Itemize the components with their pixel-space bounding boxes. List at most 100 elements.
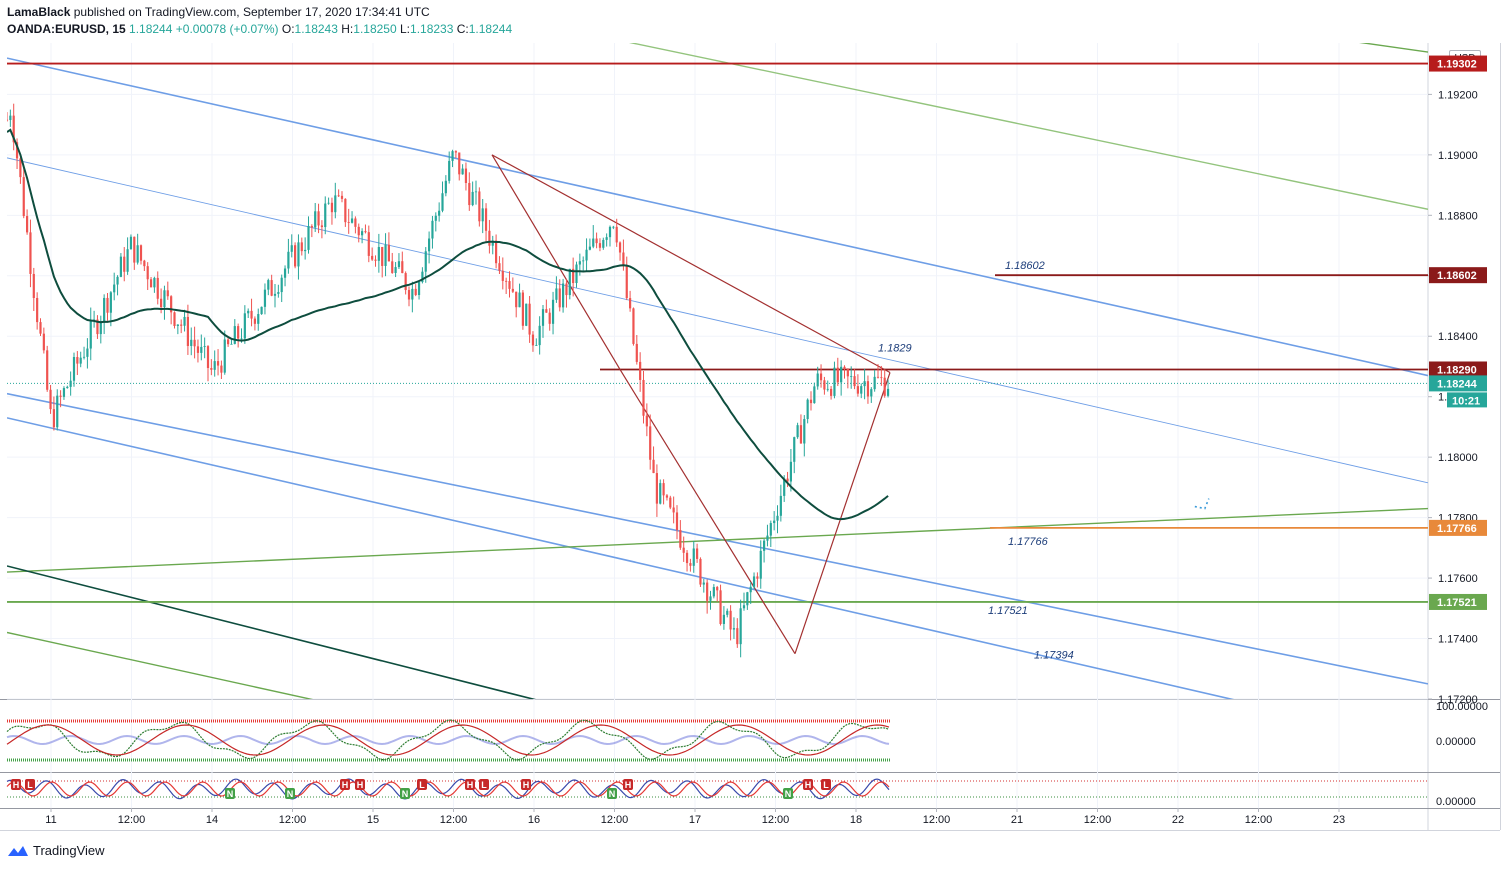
candle-body [350,218,354,223]
price-badge-1.18602 [1429,267,1487,284]
candle-body [216,361,220,366]
candle-body [719,590,722,624]
candle-body [52,409,55,428]
candle-body [565,283,568,296]
x-tick-label: 12:00 [440,814,468,826]
candle-body [153,277,156,288]
price-badge-1.17521 [1429,593,1487,610]
candle-body [15,142,19,159]
candle-body [572,268,575,284]
candle-body [407,290,411,300]
candle-body [501,270,504,281]
candle-body [186,316,189,346]
candle-body [652,459,655,474]
candle-body [538,325,541,346]
candle-body [434,215,437,221]
candle-body [468,182,471,206]
candle-body [548,312,551,324]
candle-body [401,261,404,274]
price-badge-1.19302 [1429,55,1487,72]
osc2-signal-marker: L [25,779,35,790]
candle-body [840,366,843,383]
candle-body [166,290,169,297]
candle-body [89,320,92,349]
candle-body [515,291,518,308]
candle-body [149,279,153,288]
marker-box [521,779,531,790]
candle-body [454,151,457,153]
osc1-main-line [6,724,890,756]
candle-body [649,426,652,460]
candle-body [575,264,578,284]
candle-body [662,483,665,496]
candle-body [277,292,280,294]
price-badge-label: 1.19302 [1437,59,1477,71]
green-trend-line [628,43,1428,210]
osc2-signal-marker: H [11,779,21,790]
candle-body [886,388,890,396]
candle-body [689,563,692,566]
osc2-main-line [6,778,890,800]
pattern-line [491,154,891,374]
green-trend-line [1359,43,1428,53]
candle-body [789,461,792,482]
candle-body [139,245,143,261]
candle-body [786,478,789,482]
price-annotation: 1.18602 [1005,260,1045,272]
y-tick-label: 1.18400 [1438,331,1478,343]
candle-body [438,210,441,216]
candle-body [870,389,873,397]
candle-body [19,158,22,178]
candle-body [632,308,635,344]
pattern-line [619,369,796,654]
y-tick-label: 1.17600 [1438,573,1478,585]
candle-body [863,381,866,387]
price-badge-label: 1.18602 [1437,270,1477,282]
candle-body [521,292,524,326]
osc1-histogram-line [6,734,890,746]
candle-body [56,395,59,428]
marker-box [607,788,617,799]
candle-body [766,535,769,541]
candle-body [421,271,424,283]
candle-body [645,415,648,427]
candle-body [203,346,206,347]
candle-body [709,596,712,601]
candle-body [551,299,555,324]
marker-letter: N [609,789,616,799]
candle-body [696,548,699,559]
candle-body [866,381,870,397]
x-tick-label: 12:00 [923,814,951,826]
marker-letter: N [402,789,409,799]
candle-body [414,288,417,296]
candle-body [464,168,468,183]
marker-box [623,779,633,790]
candle-body [675,512,679,531]
marker-letter: H [467,780,474,790]
tradingview-logo[interactable]: TradingView [7,843,105,858]
candle-body [36,297,39,323]
candle-body [243,313,246,339]
candle-body [26,216,29,233]
candle-body [555,288,558,300]
candle-body [320,225,323,228]
osc2-signal-marker: N [225,788,235,799]
publish-info: LamaBlack published on TradingView.com, … [7,5,430,19]
candle-body [813,386,816,404]
candle-body [307,226,310,250]
candle-body [260,306,263,315]
x-tick-label: 14 [206,814,218,826]
candle-body [330,202,334,213]
candle-body [287,251,290,269]
candle-body [297,242,300,267]
osc2-signal-marker: N [783,788,793,799]
candle-body [193,339,196,347]
candle-body [441,193,444,211]
candle-body [294,245,297,267]
candle-body [9,115,12,121]
marker-box [821,779,831,790]
candle-body [240,338,243,340]
low-value: 1.18233 [410,22,454,36]
candle-body [816,373,819,387]
